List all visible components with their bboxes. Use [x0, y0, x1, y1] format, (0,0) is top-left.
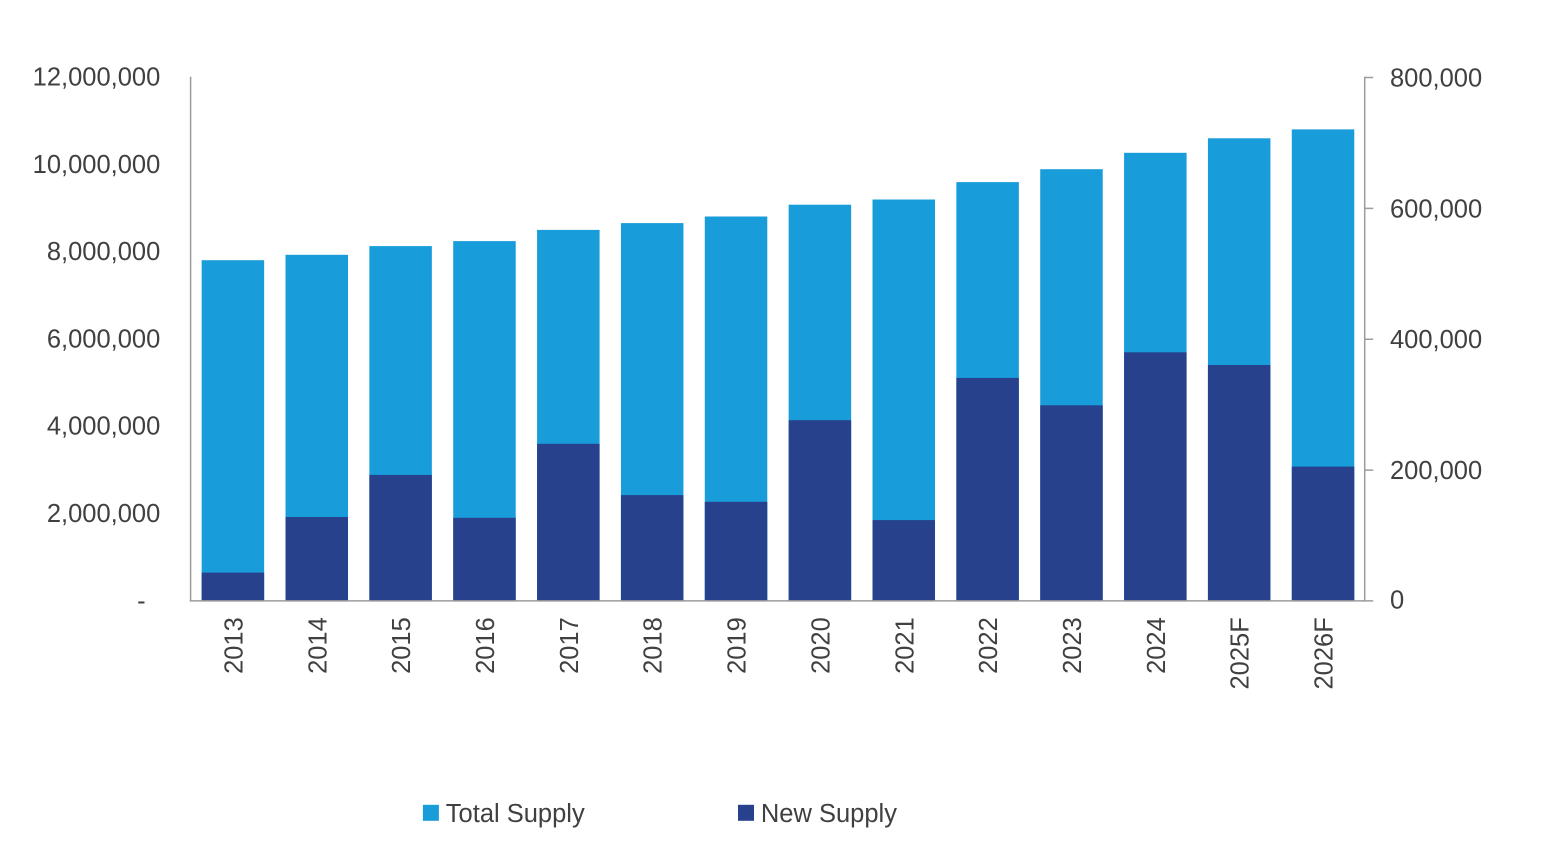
- svg-text:0: 0: [1390, 586, 1404, 614]
- svg-text:4,000,000: 4,000,000: [47, 413, 160, 441]
- svg-text:2023: 2023: [1059, 617, 1087, 674]
- svg-text:6,000,000: 6,000,000: [47, 325, 160, 353]
- svg-text:New Supply: New Supply: [761, 800, 897, 828]
- svg-text:10,000,000: 10,000,000: [33, 151, 161, 179]
- svg-text:2022: 2022: [975, 617, 1003, 674]
- svg-text:2013: 2013: [220, 617, 248, 674]
- svg-text:2019: 2019: [724, 617, 752, 674]
- svg-text:2014: 2014: [304, 617, 332, 674]
- svg-text:600,000: 600,000: [1390, 195, 1482, 223]
- svg-text:Total Supply: Total Supply: [446, 800, 585, 828]
- svg-text:200,000: 200,000: [1390, 457, 1482, 485]
- svg-text:2025F: 2025F: [1227, 617, 1255, 689]
- svg-text:2024: 2024: [1143, 617, 1171, 674]
- svg-text:-: -: [137, 587, 146, 615]
- svg-text:8,000,000: 8,000,000: [47, 238, 160, 266]
- svg-text:2015: 2015: [388, 617, 416, 674]
- svg-text:800,000: 800,000: [1390, 64, 1482, 92]
- svg-text:2,000,000: 2,000,000: [47, 500, 160, 528]
- svg-text:2020: 2020: [807, 617, 835, 674]
- svg-text:2026F: 2026F: [1311, 617, 1339, 689]
- svg-text:2021: 2021: [891, 617, 919, 674]
- svg-text:2016: 2016: [472, 617, 500, 674]
- svg-text:2018: 2018: [640, 617, 668, 674]
- svg-text:400,000: 400,000: [1390, 326, 1482, 354]
- svg-text:2017: 2017: [556, 617, 584, 674]
- svg-text:12,000,000: 12,000,000: [33, 64, 161, 92]
